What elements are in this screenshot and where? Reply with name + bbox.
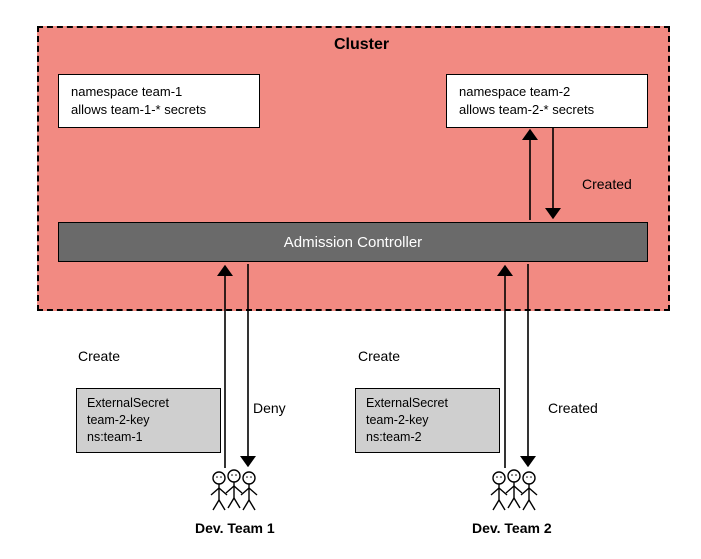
secret2-line1: ExternalSecret (366, 395, 489, 412)
label-create-2: Create (358, 348, 400, 364)
label-create-1: Create (78, 348, 120, 364)
dev-team-1-label: Dev. Team 1 (195, 520, 275, 536)
secret1-line3: ns:team-1 (87, 429, 210, 446)
secret1-line2: team-2-key (87, 412, 210, 429)
dev-team-1-icon (204, 468, 264, 517)
dev-team-2-label: Dev. Team 2 (472, 520, 552, 536)
external-secret-2-box: ExternalSecret team-2-key ns:team-2 (355, 388, 500, 453)
dev-team-2-icon (484, 468, 544, 517)
secret2-line2: team-2-key (366, 412, 489, 429)
label-created-bottom: Created (548, 400, 598, 416)
arrow-admission-to-ns2 (0, 0, 701, 559)
label-deny: Deny (253, 400, 286, 416)
secret2-line3: ns:team-2 (366, 429, 489, 446)
secret1-line1: ExternalSecret (87, 395, 210, 412)
external-secret-1-box: ExternalSecret team-2-key ns:team-1 (76, 388, 221, 453)
label-created-top: Created (582, 176, 632, 192)
